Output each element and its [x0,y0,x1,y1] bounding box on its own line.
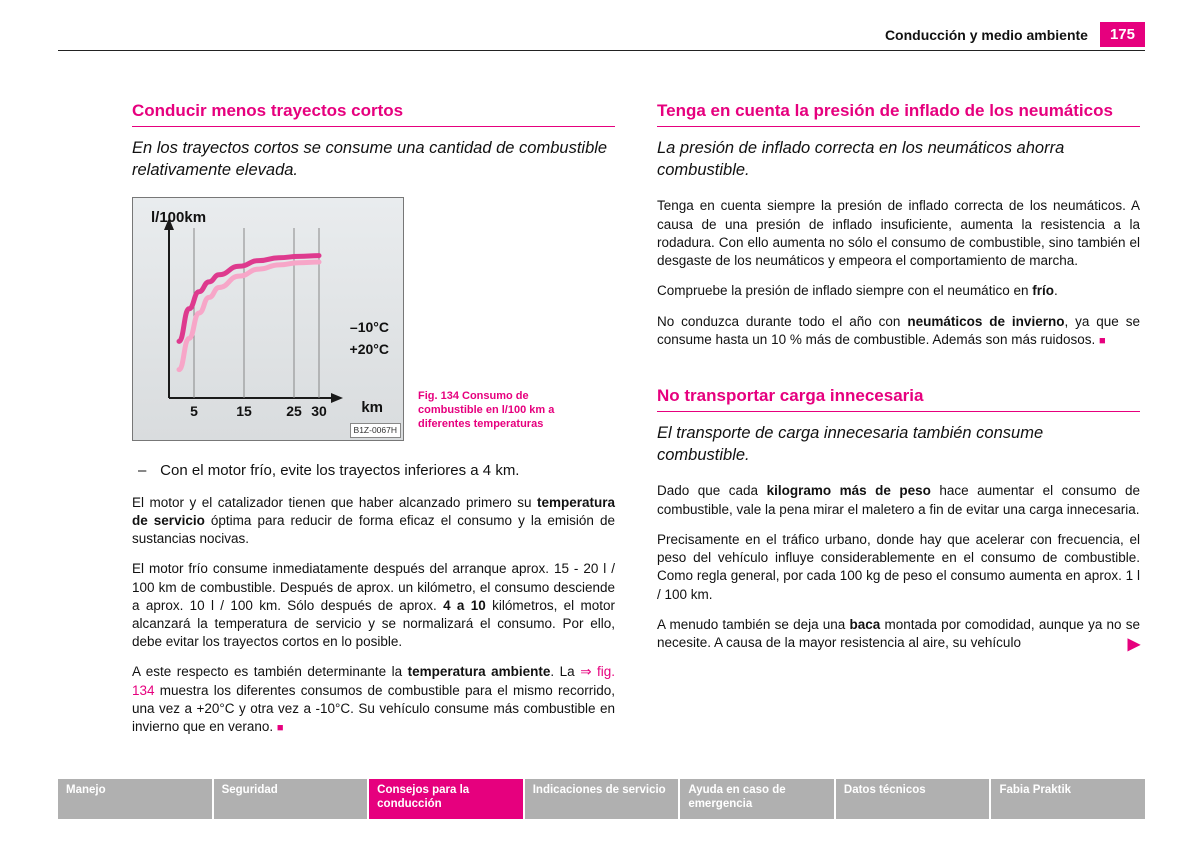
heading-short-trips: Conducir menos trayectos cortos [132,100,615,127]
header-section-title: Conducción y medio ambiente [885,27,1088,43]
end-marker-icon: ■ [277,722,284,734]
page-number: 175 [1100,22,1145,47]
bold-text: temperatura ambiente [408,664,551,679]
text: óptima para reducir de forma eficaz el c… [132,513,615,546]
fuel-consumption-chart: 5 15 25 30 l/100km –10°C +20°C km B1Z-0067H [132,197,404,441]
right-para-4: Dado que cada kilogramo más de peso hace… [657,482,1140,518]
footer-tab[interactable]: Ayuda en caso de emergencia [680,779,834,819]
figure-caption: Fig. 134 Consumo de combustible en l/100… [418,389,558,432]
left-para-3: A este respecto es también determinante … [132,663,615,736]
continue-arrow-icon: ▶ [1128,634,1140,656]
svg-text:15: 15 [236,403,252,419]
footer-tab[interactable]: Fabia Praktik [991,779,1145,819]
subhead-tire-pressure: La presión de inflado correcta en los ne… [657,137,1140,182]
text: No conduzca durante todo el año con [657,314,907,329]
heading-no-cargo: No transportar carga innecesaria [657,385,1140,412]
footer-tabs: ManejoSeguridadConsejos para la conducci… [58,779,1145,819]
text: muestra los diferentes consumos de combu… [132,683,615,734]
right-para-2: Compruebe la presión de inflado siempre … [657,282,1140,300]
subhead-short-trips: En los trayectos cortos se consume una c… [132,137,615,182]
svg-text:5: 5 [190,403,198,419]
footer-tab[interactable]: Seguridad [214,779,368,819]
left-column: Conducir menos trayectos cortos En los t… [132,100,615,761]
end-marker-icon: ■ [1099,335,1106,347]
left-para-2: El motor frío consume inmediatamente des… [132,560,615,651]
right-column: Tenga en cuenta la presión de inflado de… [657,100,1140,761]
header-rule [58,50,1145,51]
text: A menudo también se deja una [657,617,850,632]
text: Compruebe la presión de inflado siempre … [657,283,1032,298]
subhead-no-cargo: El transporte de carga innecesaria tambi… [657,422,1140,467]
chart-y-axis-label: l/100km [151,208,206,228]
page-header: Conducción y medio ambiente 175 [885,22,1145,47]
chart-ref-code: B1Z-0067H [350,423,401,438]
left-para-1: El motor y el catalizador tienen que hab… [132,494,615,549]
bullet-dash: – [138,461,156,481]
heading-tire-pressure: Tenga en cuenta la presión de inflado de… [657,100,1140,127]
bullet-text: Con el motor frío, evite los trayectos i… [160,462,519,479]
footer-tab[interactable]: Consejos para la conducción [369,779,523,819]
bold-text: 4 a 10 [443,598,486,613]
text: A este respecto es también determinante … [132,664,408,679]
bold-text: frío [1032,283,1054,298]
bold-text: neumáticos de invierno [907,314,1064,329]
content-area: Conducir menos trayectos cortos En los t… [132,100,1140,761]
bold-text: kilogramo más de peso [767,483,931,498]
chart-x-axis-label: km [361,398,383,418]
bold-text: baca [850,617,881,632]
text: El motor y el catalizador tienen que hab… [132,495,537,510]
svg-text:30: 30 [311,403,327,419]
right-para-1: Tenga en cuenta siempre la presión de in… [657,197,1140,270]
text: . [1054,283,1058,298]
text: . La [550,664,580,679]
chart-series1-label: –10°C [350,318,389,337]
figure-row: 5 15 25 30 l/100km –10°C +20°C km B1Z-0067H… [132,197,615,441]
right-para-5: Precisamente en el tráfico urbano, donde… [657,531,1140,604]
svg-text:25: 25 [286,403,302,419]
right-para-3: No conduzca durante todo el año con neum… [657,313,1140,349]
text: Dado que cada [657,483,767,498]
chart-series2-label: +20°C [350,340,389,359]
bullet-line: – Con el motor frío, evite los trayectos… [132,461,615,481]
footer-tab[interactable]: Indicaciones de servicio [525,779,679,819]
footer-tab[interactable]: Manejo [58,779,212,819]
footer-tab[interactable]: Datos técnicos [836,779,990,819]
right-para-6: A menudo también se deja una baca montad… [657,616,1140,652]
